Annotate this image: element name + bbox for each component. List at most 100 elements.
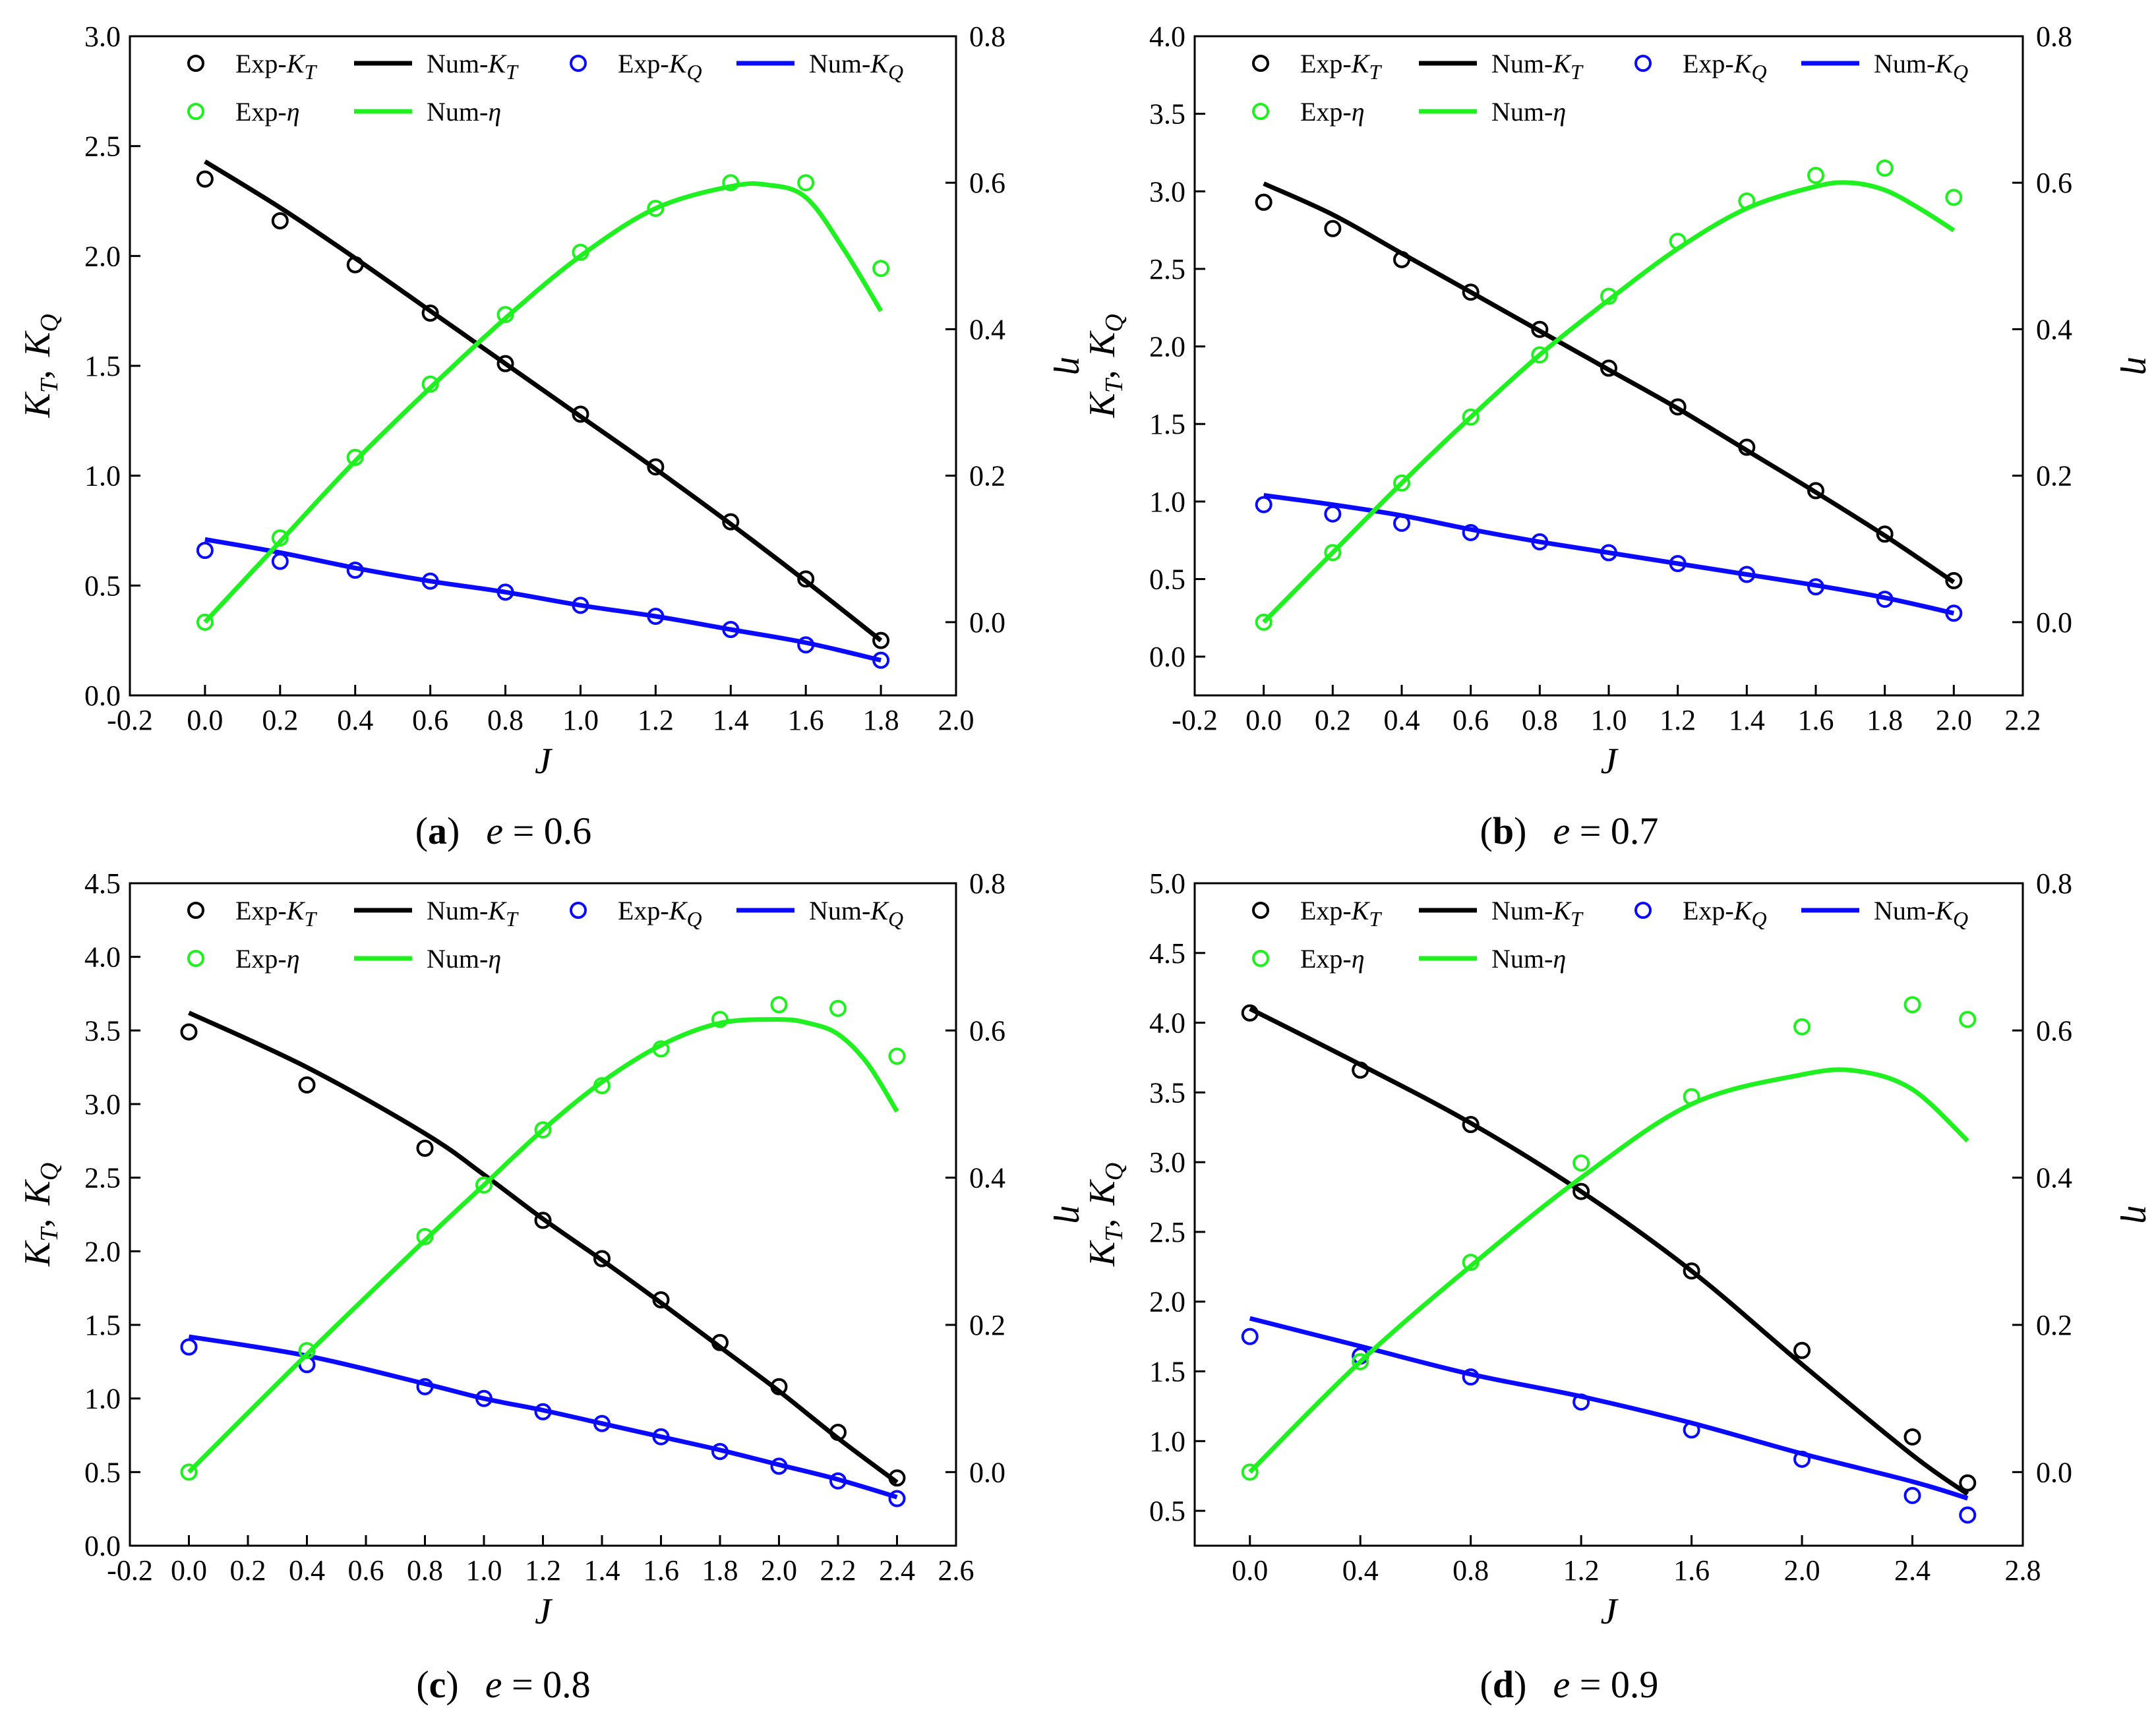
plot-frame <box>1193 882 2024 1547</box>
legend-label-num-kt-symbol: K <box>1552 896 1572 925</box>
series-point-exp-kt <box>872 631 890 649</box>
caption-open: ( <box>1480 809 1493 852</box>
legend-label-num-kq-prefix: Num- <box>809 49 870 78</box>
y-tick-label: 2.0 <box>1149 331 1185 363</box>
caption-letter: a <box>428 809 447 852</box>
panel-caption: (c) e = 0.8 <box>416 1663 590 1706</box>
y-tick-label: 2.5 <box>1149 253 1185 285</box>
x-tick-label: 2.0 <box>938 704 974 736</box>
series-line-num-kq <box>1249 1316 1969 1501</box>
y-tick-label: 5.0 <box>1149 867 1185 900</box>
x-tick-label: 1.8 <box>702 1554 738 1587</box>
series-point-exp-kt <box>1324 219 1342 237</box>
legend-label-num-eta-symbol: η <box>488 97 501 127</box>
legend-label-exp-eta-prefix: Exp- <box>235 944 287 974</box>
legend-label-num-kt-sub: T <box>506 907 519 931</box>
x-tick-label: 1.0 <box>562 704 599 736</box>
legend-label-num-eta-prefix: Num- <box>427 944 488 974</box>
y-axis-label-main-2: K <box>17 330 58 357</box>
series-point-exp-eta <box>298 1342 316 1360</box>
caption-letter: c <box>429 1663 446 1706</box>
legend-label-num-kt: Num-KT <box>1491 49 1584 84</box>
y-axis-label-sep: , <box>17 1210 58 1228</box>
legend-label-num-kt-sub: T <box>506 60 519 84</box>
legend-label-exp-kt: Exp-KT <box>1300 896 1382 931</box>
legend-label-num-kq-symbol: K <box>1934 49 1954 78</box>
series-point-exp-eta <box>196 613 214 631</box>
x-axis-label: J <box>1601 741 1619 782</box>
legend-label-exp-kq: Exp-KQ <box>618 49 702 84</box>
legend-label-num-kq-prefix: Num- <box>1874 896 1935 925</box>
x-tick-label: -0.2 <box>107 704 153 736</box>
y2-tick-label: 0.0 <box>969 606 1005 639</box>
legend-label-num-kq: Num-KQ <box>1874 49 1968 84</box>
series-point-exp-kq <box>1241 1328 1259 1345</box>
series-line-num-eta <box>1262 180 1956 624</box>
y-axis-label-main-2: K <box>1082 1179 1123 1206</box>
y-tick-label: 2.0 <box>84 240 121 272</box>
series-point-exp-eta <box>647 200 665 218</box>
x-tick-label: 2.4 <box>879 1554 915 1587</box>
series-point-exp-kt <box>298 1076 316 1094</box>
legend-label-exp-kt-symbol: K <box>1351 49 1371 78</box>
legend-label-exp-kq-sub: Q <box>686 907 702 931</box>
y2-tick-label: 0.4 <box>969 313 1005 345</box>
legend-label-num-kt-prefix: Num- <box>1491 49 1553 78</box>
legend-label-num-kq-prefix: Num- <box>1874 49 1935 78</box>
y-tick-label: 3.0 <box>1149 175 1185 208</box>
x-tick-label: 2.2 <box>2005 704 2041 736</box>
y-tick-label: 3.5 <box>84 1014 121 1047</box>
x-tick-label: 2.8 <box>2005 1554 2041 1587</box>
y-axis-label-sub-2: Q <box>1100 314 1128 332</box>
legend-label-num-kt-prefix: Num- <box>427 896 488 925</box>
series-point-exp-eta <box>829 999 847 1017</box>
caption-variable: e <box>1553 809 1570 852</box>
y2-axis-label: η <box>1053 1206 1094 1224</box>
y2-tick-label: 0.8 <box>2036 867 2072 900</box>
legend-label-exp-kq-prefix: Exp- <box>618 896 669 925</box>
legend-label-exp-kt-sub: T <box>304 60 317 84</box>
legend-label-num-kt-prefix: Num- <box>427 49 488 78</box>
y2-axis-label: η <box>2120 357 2156 375</box>
legend-label-exp-kt-symbol: K <box>286 49 306 78</box>
x-axis-label: J <box>535 1591 553 1632</box>
legend-label-num-eta-symbol: η <box>488 944 501 974</box>
y2-tick-label: 0.0 <box>969 1456 1005 1488</box>
x-tick-label: 1.8 <box>863 704 899 736</box>
y-axis-label-sub-2: Q <box>1100 1163 1128 1181</box>
x-tick-label: 0.8 <box>1452 1554 1489 1587</box>
legend-label-num-kq-sub: Q <box>888 60 903 84</box>
legend-marker-exp-kq <box>1634 902 1652 919</box>
caption-close: ) <box>447 809 460 852</box>
caption-close: ) <box>446 1663 458 1706</box>
series-point-exp-eta <box>475 1176 493 1194</box>
y-axis-label-main-1: K <box>17 392 58 419</box>
series-point-exp-kt <box>416 1140 434 1157</box>
legend-label-exp-kq: Exp-KQ <box>1683 896 1767 931</box>
legend-marker-exp-eta <box>1252 103 1269 120</box>
legend-label-exp-kq: Exp-KQ <box>1683 49 1767 84</box>
y-tick-label: 2.0 <box>84 1235 121 1268</box>
y2-tick-label: 0.4 <box>969 1162 1005 1194</box>
x-tick-label: 1.6 <box>1673 1554 1710 1587</box>
plot-frame <box>1193 35 2024 697</box>
y-tick-label: 3.5 <box>1149 1076 1185 1109</box>
x-tick-label: 1.0 <box>466 1554 502 1587</box>
series-point-exp-kq <box>1903 1486 1921 1504</box>
legend-marker-exp-eta <box>187 103 204 120</box>
series-point-exp-kt <box>797 570 815 588</box>
legend-label-exp-kq-symbol: K <box>669 896 688 925</box>
x-tick-label: 0.8 <box>487 704 524 736</box>
legend-marker-exp-kt <box>1252 55 1269 72</box>
series-point-exp-eta <box>888 1047 906 1065</box>
panel-caption: (b) e = 0.7 <box>1480 809 1659 852</box>
y-tick-label: 4.0 <box>1149 1007 1185 1039</box>
series-line-num-eta <box>203 181 883 624</box>
legend-label-num-eta-symbol: η <box>1553 944 1566 974</box>
legend-label-num-kq-sub: Q <box>1953 60 1968 84</box>
series-point-exp-kt <box>1793 1341 1811 1359</box>
y2-tick-label: 0.8 <box>969 20 1005 53</box>
caption-value: = 0.6 <box>503 809 591 852</box>
